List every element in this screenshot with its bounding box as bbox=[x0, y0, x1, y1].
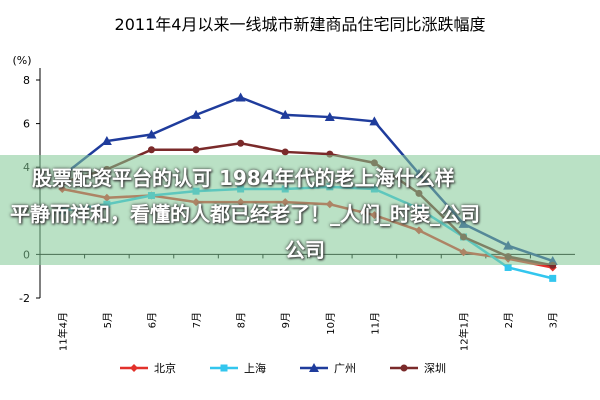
point bbox=[191, 109, 202, 119]
x-tick-label: 5月 bbox=[102, 312, 114, 328]
y-axis-label: (%) bbox=[12, 54, 31, 67]
x-tick-label: 10月 bbox=[325, 312, 337, 335]
legend-label: 广州 bbox=[334, 362, 356, 375]
legend-label: 北京 bbox=[154, 361, 176, 375]
y-tick-label: 8 bbox=[23, 74, 30, 87]
point bbox=[281, 148, 289, 156]
x-tick-label: 3月 bbox=[548, 312, 560, 328]
point bbox=[237, 139, 245, 147]
x-tick-label: 2月 bbox=[503, 312, 515, 328]
point bbox=[280, 109, 291, 119]
point bbox=[101, 136, 112, 146]
chart-title: 2011年4月以来一线城市新建商品住宅同比涨跌幅度 bbox=[115, 15, 486, 34]
legend-label: 深圳 bbox=[424, 362, 446, 375]
point bbox=[369, 116, 380, 126]
point bbox=[324, 112, 335, 122]
banner-text: 公司 bbox=[285, 238, 325, 262]
point bbox=[192, 146, 200, 154]
x-tick-label: 7月 bbox=[191, 312, 203, 328]
y-tick-label: 6 bbox=[23, 118, 30, 131]
legend-marker bbox=[130, 364, 138, 372]
legend-marker bbox=[400, 364, 408, 372]
point bbox=[549, 274, 557, 282]
y-tick-label: -2 bbox=[19, 292, 30, 305]
x-tick-label: 11年4月 bbox=[56, 312, 69, 351]
legend-label: 上海 bbox=[244, 361, 266, 375]
banner-text: 平静而祥和，看懂的人都已经老了！_人们_时装_公司 bbox=[10, 202, 480, 226]
point bbox=[147, 146, 155, 154]
x-tick-label: 6月 bbox=[146, 312, 158, 328]
legend-marker bbox=[309, 363, 319, 372]
x-tick-label: 8月 bbox=[236, 312, 248, 328]
x-tick-label: 9月 bbox=[280, 312, 292, 328]
x-tick-label: 11月 bbox=[369, 312, 381, 335]
point bbox=[504, 263, 512, 271]
point bbox=[235, 92, 246, 102]
banner: 股票配资平台的认可 1984年代的老上海什么样 平静而祥和，看懂的人都已经老了！… bbox=[0, 155, 600, 265]
point bbox=[146, 129, 157, 139]
banner-text: 股票配资平台的认可 1984年代的老上海什么样 bbox=[32, 166, 455, 190]
legend-marker bbox=[220, 364, 228, 372]
x-tick-label: 12年1月 bbox=[458, 312, 471, 351]
